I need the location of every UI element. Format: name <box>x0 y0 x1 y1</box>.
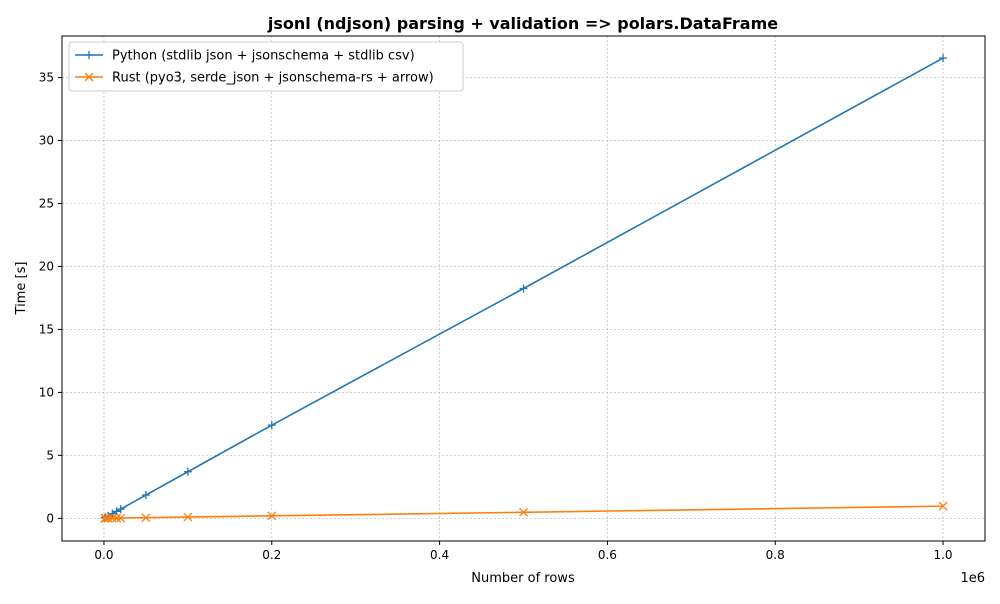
x-tick-label: 0.6 <box>598 548 617 562</box>
y-tick-label: 25 <box>39 196 54 210</box>
data-point <box>116 505 125 514</box>
data-point <box>141 491 150 500</box>
data-point <box>112 507 121 516</box>
y-axis: 0 5 10 15 20 25 30 35 <box>39 71 62 525</box>
y-tick-label: 10 <box>39 385 54 399</box>
x-tick-label: 1.0 <box>933 548 952 562</box>
data-point <box>183 512 193 522</box>
data-point <box>108 509 117 518</box>
legend-label: Python (stdlib json + jsonschema + stdli… <box>112 49 415 64</box>
x-tick-label: 0.8 <box>766 548 785 562</box>
legend: Python (stdlib json + jsonschema + stdli… <box>68 41 464 92</box>
legend-items: Python (stdlib json + jsonschema + stdli… <box>75 49 434 86</box>
plot-frame <box>61 35 986 542</box>
data-point <box>267 511 277 521</box>
data-point <box>101 513 111 523</box>
y-tick-label: 20 <box>39 259 54 273</box>
data-point <box>116 513 126 523</box>
y-tick-label: 35 <box>39 71 54 85</box>
x-axis-offset-label: 1e6 <box>960 571 985 586</box>
series-python <box>100 54 948 522</box>
x-tick-label: 0.0 <box>94 548 113 562</box>
data-point <box>519 507 528 517</box>
data-point <box>183 467 192 476</box>
legend-label: Rust (pyo3, serde_json + jsonschema-rs +… <box>112 71 434 86</box>
x-tick-label: 0.2 <box>262 548 281 562</box>
legend-marker <box>85 51 93 59</box>
data-point <box>103 513 113 523</box>
data-point <box>267 421 276 430</box>
y-axis-label: Time [s] <box>14 262 29 316</box>
grid <box>62 36 985 541</box>
data-point <box>107 513 117 523</box>
y-tick-label: 0 <box>46 511 54 525</box>
x-tick-label: 0.4 <box>430 548 449 562</box>
data-point <box>938 501 948 511</box>
y-tick-label: 5 <box>46 448 54 462</box>
data-point <box>141 513 151 523</box>
data-point <box>939 54 948 63</box>
x-axis: 0.0 0.2 0.4 0.6 0.8 1.0 <box>94 541 953 562</box>
chart-title: jsonl (ndjson) parsing + validation => p… <box>267 14 778 33</box>
data-point <box>112 513 122 523</box>
y-tick-label: 30 <box>39 134 54 148</box>
legend-marker <box>84 72 94 82</box>
data-point <box>519 284 528 293</box>
y-tick-label: 15 <box>39 322 54 336</box>
series-rust <box>100 501 948 523</box>
series-layer <box>100 54 948 523</box>
x-axis-label: Number of rows <box>471 571 575 586</box>
legend-box <box>68 41 464 92</box>
